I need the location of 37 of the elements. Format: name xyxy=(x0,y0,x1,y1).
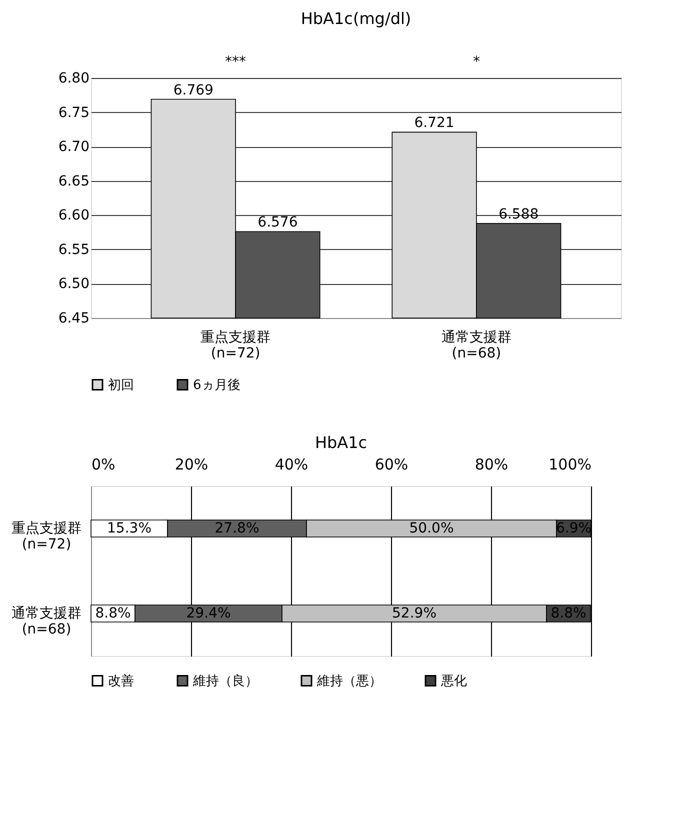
data-label: 15.3% xyxy=(107,520,152,536)
y-tick-label: 6.70 xyxy=(58,139,90,156)
y-tick-label: 重点支援群 (n=72) xyxy=(12,520,82,552)
y-tick-label: 通常支援群 (n=68) xyxy=(12,606,82,638)
legend-label: 維持（良） xyxy=(192,674,258,689)
y-tick-label: 6.80 xyxy=(58,70,90,86)
legend-label: 悪化 xyxy=(440,674,467,689)
legend-label: 改善 xyxy=(108,672,134,689)
data-label: 8.8% xyxy=(95,606,131,622)
chart-title: HbA1c xyxy=(314,433,368,452)
data-label: 27.8% xyxy=(214,520,260,536)
data-label: 52.9% xyxy=(392,606,436,622)
x-tick-label: 40% xyxy=(274,456,308,474)
y-tick-label: 6.60 xyxy=(58,208,90,224)
x-tick-label: 100% xyxy=(548,456,592,474)
data-label: 6.576 xyxy=(258,214,298,231)
x-tick-label: 20% xyxy=(174,456,208,474)
text: * xyxy=(472,54,480,70)
data-label: 29.4% xyxy=(186,606,231,622)
data-label: 6.721 xyxy=(414,115,454,132)
data-label: 8.8% xyxy=(550,606,586,622)
y-tick-label: 6.65 xyxy=(58,173,90,190)
x-tick-label: 60% xyxy=(374,456,408,474)
x-tick-label: 0% xyxy=(92,456,116,474)
chart-title: HbA1c(mg/dl) xyxy=(300,9,412,28)
y-tick-label: 6.75 xyxy=(58,104,90,121)
y-tick-label: 6.55 xyxy=(58,242,90,258)
y-tick-label: 6.50 xyxy=(58,276,90,292)
data-label: 50.0% xyxy=(409,520,454,536)
legend-label: 6ヵ月後 xyxy=(193,378,240,393)
legend-label: 初回 xyxy=(108,378,134,393)
data-label: 6.9% xyxy=(556,520,592,536)
legend-label: 維持（悪） xyxy=(316,674,382,689)
x-tick-label: 80% xyxy=(474,456,508,474)
text: *** xyxy=(225,54,246,70)
data-label: 6.769 xyxy=(173,82,214,98)
y-tick-label: 6.45 xyxy=(58,310,90,326)
